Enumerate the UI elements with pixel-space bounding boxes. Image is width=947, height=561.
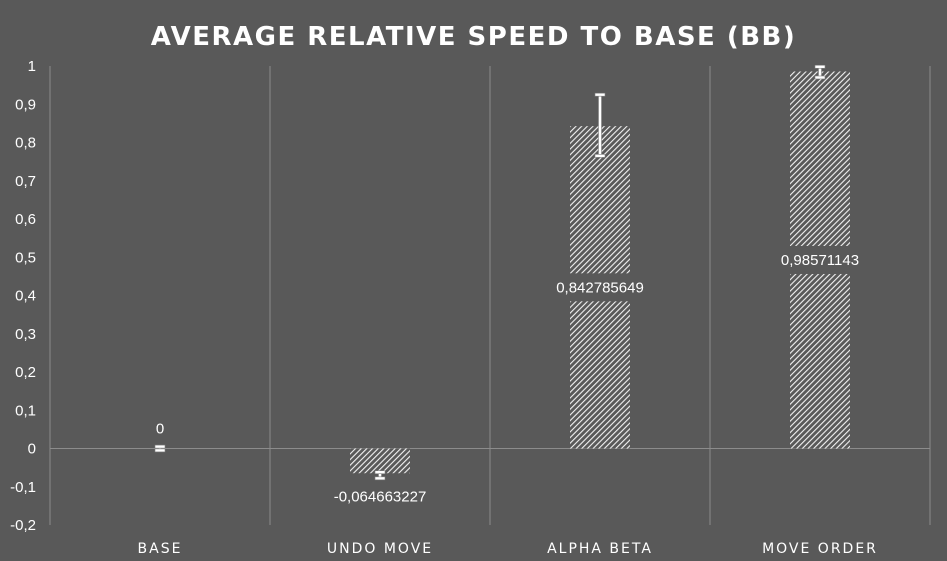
chart-title: AVERAGE RELATIVE SPEED TO BASE (BB): [150, 22, 797, 52]
error-bar: [374, 470, 386, 481]
error-bar-stem: [598, 94, 602, 157]
category-label: MOVE ORDER: [762, 541, 878, 557]
error-bar-cap-top: [154, 444, 166, 449]
category-label: BASE: [138, 541, 183, 557]
data-label-background: [790, 245, 850, 274]
error-bar: [154, 444, 166, 453]
y-tick-label: 0,4: [15, 288, 36, 305]
error-bar-cap-top: [814, 64, 826, 69]
category-label: ALPHA BETA: [547, 541, 653, 557]
y-tick-label: 0: [28, 441, 36, 458]
bar: [350, 448, 410, 474]
y-tick-label: -0,1: [10, 479, 36, 496]
data-label-background: [570, 273, 630, 302]
error-bar-cap-bottom: [814, 75, 826, 80]
y-tick-label: 0,9: [15, 96, 36, 113]
error-bar-cap-bottom: [594, 154, 606, 158]
data-label: -0,064663227: [334, 488, 427, 505]
error-bar-cap-bottom: [374, 476, 386, 481]
error-bar: [594, 92, 606, 158]
y-tick-label: 0,6: [15, 211, 36, 228]
y-tick-label: 0,5: [15, 249, 36, 266]
y-tick-label: 0,3: [15, 326, 36, 343]
error-bar-cap-bottom: [154, 448, 166, 453]
error-bar-cap-top: [594, 92, 606, 97]
y-tick-label: 0,8: [15, 135, 36, 152]
category-label: UNDO MOVE: [327, 541, 433, 557]
y-tick-label: 0,2: [15, 364, 36, 381]
y-tick-label: -0,2: [10, 517, 36, 534]
y-tick-label: 0,7: [15, 173, 36, 190]
y-tick-label: 1: [28, 58, 36, 75]
data-label: 0,842785649: [556, 279, 644, 296]
error-bar: [814, 64, 826, 80]
data-label: 0,98571143: [781, 252, 859, 269]
error-bar-cap-top: [374, 470, 386, 475]
data-label: 0: [156, 421, 164, 438]
y-tick-label: 0,1: [15, 402, 36, 419]
